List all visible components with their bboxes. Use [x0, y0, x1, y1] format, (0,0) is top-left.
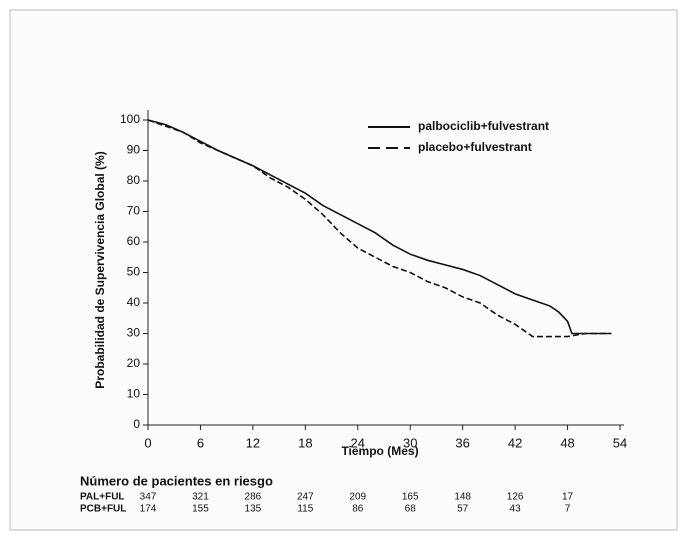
risk-value: 155 — [192, 504, 209, 515]
risk-value: 7 — [565, 504, 571, 515]
risk-value: 321 — [192, 492, 209, 503]
y-tick-label: 80 — [127, 173, 141, 187]
y-tick-label: 90 — [127, 143, 141, 157]
risk-row-label: PCB+FUL — [80, 504, 126, 515]
risk-value: 43 — [510, 504, 522, 515]
survival-curve — [147, 119, 612, 338]
x-tick-label: 6 — [197, 435, 204, 450]
risk-value: 174 — [140, 504, 157, 515]
y-tick-label: 40 — [127, 295, 141, 309]
y-tick-label: 10 — [127, 387, 141, 401]
risk-value: 86 — [352, 504, 364, 515]
x-tick-label: 54 — [613, 435, 627, 450]
x-tick-label: 18 — [298, 435, 312, 450]
x-tick-label: 36 — [455, 435, 469, 450]
y-tick-label: 30 — [127, 326, 141, 340]
y-tick-label: 70 — [127, 204, 141, 218]
y-tick-label: 100 — [120, 112, 140, 126]
x-tick-label: 30 — [403, 435, 417, 450]
y-tick-label: 50 — [127, 265, 141, 279]
x-tick-label: 42 — [508, 435, 522, 450]
y-tick-label: 60 — [127, 234, 141, 248]
x-tick-label: 48 — [560, 435, 574, 450]
risk-value: 165 — [402, 492, 419, 503]
risk-value: 247 — [297, 492, 314, 503]
legend-label: placebo+fulvestrant — [418, 140, 532, 154]
risk-value: 135 — [245, 504, 262, 515]
y-axis-title: Probabilidad de Supervivencia Global (%) — [93, 151, 107, 388]
risk-value: 148 — [454, 492, 471, 503]
risk-value: 68 — [405, 504, 417, 515]
risk-value: 209 — [349, 492, 366, 503]
x-axis-title: Tiempo (Mes) — [341, 444, 418, 458]
y-tick-label: 20 — [127, 356, 141, 370]
risk-value: 115 — [297, 504, 313, 515]
risk-value: 286 — [245, 492, 262, 503]
x-tick-label: 0 — [144, 435, 151, 450]
y-tick-label: 0 — [133, 417, 140, 431]
risk-row-label: PAL+FUL — [80, 492, 125, 503]
legend-label: palbociclib+fulvestrant — [418, 119, 549, 133]
risk-value: 126 — [507, 492, 524, 503]
survival-curve — [147, 119, 612, 335]
x-tick-label: 24 — [351, 435, 365, 450]
risk-value: 57 — [457, 504, 469, 515]
risk-table-title: Número de pacientes en riesgo — [80, 473, 273, 488]
frame — [9, 9, 678, 531]
risk-value: 347 — [140, 492, 157, 503]
x-tick-label: 12 — [246, 435, 260, 450]
risk-value: 17 — [562, 492, 574, 503]
